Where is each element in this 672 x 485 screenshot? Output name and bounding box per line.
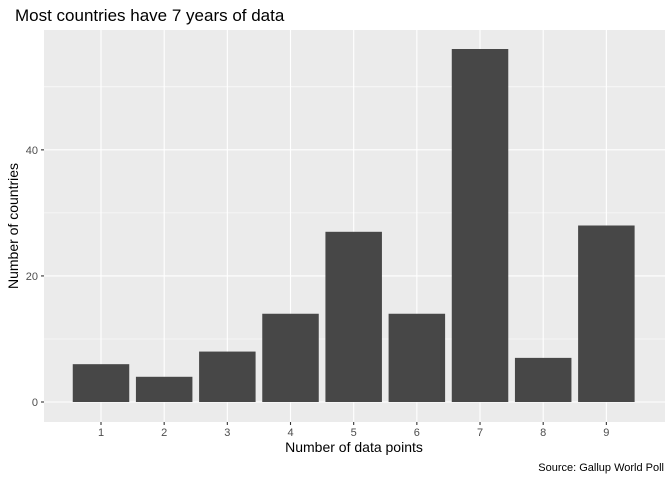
x-tick-label: 1 — [98, 427, 104, 439]
y-axis-label: Number of countries — [5, 163, 21, 289]
source-caption: Source: Gallup World Poll — [538, 462, 664, 474]
bars — [72, 49, 635, 402]
x-tick-label: 3 — [224, 427, 230, 439]
bar — [514, 357, 572, 402]
bar — [451, 49, 509, 402]
chart-title: Most countries have 7 years of data — [15, 6, 285, 25]
x-tick-label: 8 — [540, 427, 546, 439]
x-axis-label: Number of data points — [285, 439, 423, 455]
x-axis: 1 2 3 4 5 6 7 8 9 — [98, 422, 609, 439]
bar — [262, 313, 319, 402]
bar — [388, 313, 446, 402]
x-tick-label: 7 — [477, 427, 483, 439]
y-tick-label: 40 — [26, 145, 38, 157]
y-axis: 0 20 40 — [26, 145, 44, 409]
bar — [325, 231, 382, 402]
y-tick-label: 20 — [26, 271, 38, 283]
bar — [72, 364, 130, 402]
x-tick-label: 4 — [287, 427, 293, 439]
y-tick-label: 0 — [32, 397, 38, 409]
x-tick-label: 5 — [351, 427, 357, 439]
x-tick-label: 6 — [414, 427, 420, 439]
x-tick-label: 2 — [161, 427, 167, 439]
bar — [578, 225, 635, 402]
bar — [199, 351, 256, 402]
bar — [135, 376, 193, 402]
x-tick-label: 9 — [603, 427, 609, 439]
